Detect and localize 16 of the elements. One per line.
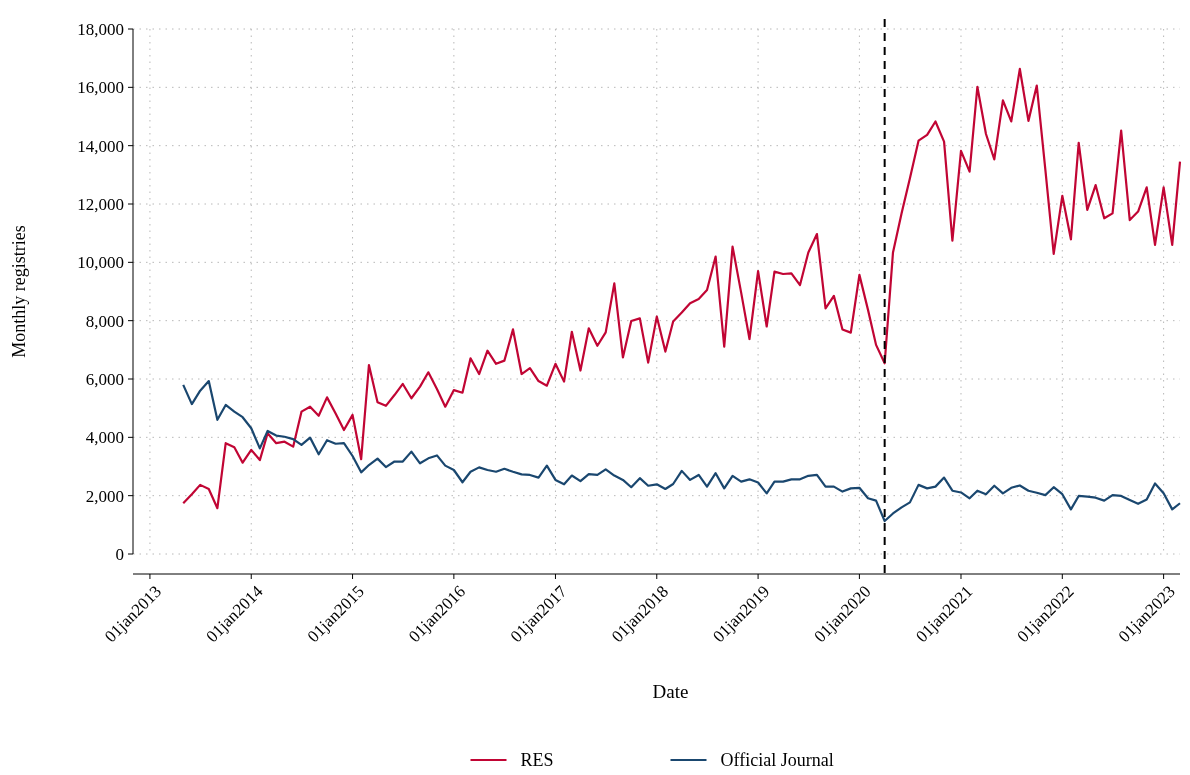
legend-label: Official Journal [720, 750, 834, 771]
y-axis-title: Monthly registries [9, 225, 29, 358]
y-tick-label: 2,000 [85, 486, 124, 506]
y-tick-label: 6,000 [85, 369, 124, 389]
y-tick-label: 18,000 [77, 19, 124, 39]
legend-label: RES [520, 750, 554, 771]
y-tick-label: 10,000 [77, 253, 124, 273]
y-tick-label: 12,000 [77, 194, 124, 214]
line-series [182, 67, 1182, 510]
x-axis-title: Date [652, 681, 689, 702]
line-series [182, 379, 1182, 523]
y-tick-label: 16,000 [77, 78, 124, 98]
y-tick-label: 0 [115, 544, 124, 564]
y-tick-label: 4,000 [85, 428, 124, 448]
y-tick-label: 14,000 [77, 136, 124, 156]
y-tick-label: 8,000 [85, 311, 124, 331]
